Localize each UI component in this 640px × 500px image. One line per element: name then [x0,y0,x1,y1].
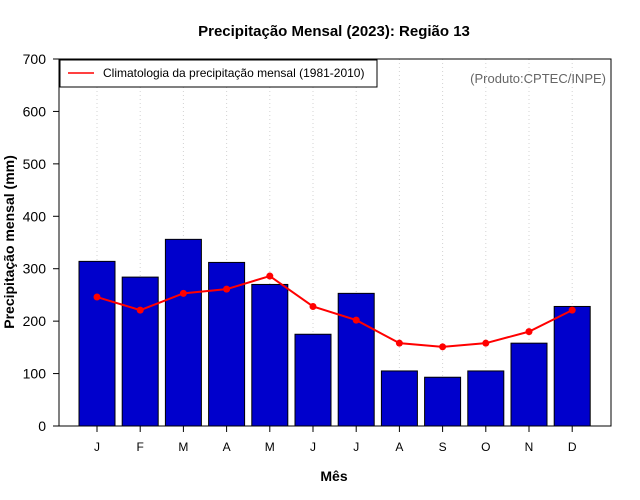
bar [380,370,418,427]
climatology-point [482,339,490,347]
x-tick-label: A [223,440,231,454]
bar [251,283,289,427]
y-tick-label: 0 [38,418,46,434]
plot-frame [58,58,612,427]
x-tick-label: S [439,440,447,454]
bar [553,305,591,427]
chart-title: Precipitação Mensal (2023): Região 13 [198,23,470,40]
bar [121,276,159,427]
x-tick-label: J [310,440,316,454]
bar [510,342,548,427]
x-tick-label: D [568,440,577,454]
x-tick-label: M [265,440,275,454]
y-axis-label: Precipitação mensal (mm) [1,155,17,329]
climatology-point [568,306,576,314]
bar [294,333,332,427]
source-annotation: (Produto:CPTEC/INPE) [470,71,606,86]
bar [78,260,116,427]
y-tick-label: 700 [23,51,47,67]
x-tick-label: F [137,440,144,454]
bar [337,292,375,427]
x-tick-label: J [353,440,359,454]
legend: Climatologia da precipitação mensal (198… [59,59,378,88]
bar [467,370,505,427]
x-tick-label: J [94,440,100,454]
y-tick-label: 500 [23,156,47,172]
climatology-point [266,272,274,280]
climatology-series [93,272,576,351]
y-tick-label: 200 [23,313,47,329]
climatology-point [525,328,533,336]
climatology-point [309,302,317,310]
x-tick-label: N [525,440,534,454]
x-tick-label: A [395,440,403,454]
climatology-point [136,306,144,314]
climatology-line [96,274,573,348]
y-tick-label: 600 [23,103,47,119]
bar [164,238,202,427]
climatology-point [439,343,447,351]
climatology-point [395,339,403,347]
bar [424,376,462,427]
x-tick-label: O [481,440,490,454]
x-axis-label: Mês [320,468,347,484]
climatology-point [352,316,360,324]
climatology-point [93,293,101,301]
x-tick-label: M [178,440,188,454]
legend-label: Climatologia da precipitação mensal (198… [103,66,364,80]
y-tick-label: 300 [23,261,47,277]
y-axis-ticks: 0 100 200 300 400 500 600 700 [23,51,59,434]
legend-box [59,59,378,88]
climatology-point [179,289,187,297]
y-tick-label: 400 [23,208,47,224]
y-tick-label: 100 [23,366,47,382]
climatology-point [223,285,231,293]
